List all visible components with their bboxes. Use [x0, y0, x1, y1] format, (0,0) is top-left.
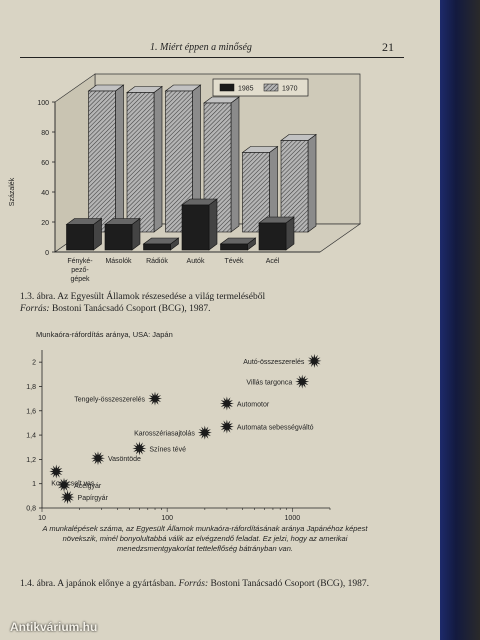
bar-1970-3: [203, 96, 240, 233]
legend-label-1985: 1985: [238, 86, 254, 93]
y-tick-label: 1,6: [26, 408, 36, 415]
y-tick-label: 0,8: [26, 506, 36, 513]
data-point-label: Autó-összeszerelés: [243, 359, 305, 366]
figure-1-caption-number: 1.3. ábra.: [20, 292, 56, 302]
y-tick-label: 100: [37, 100, 49, 107]
x-category-label: Acél: [266, 258, 280, 265]
figure-2-note: A munkalépések száma, az Egyesült Államo…: [42, 524, 368, 553]
y-tick-label: 40: [41, 190, 49, 197]
bar-1985-4: [219, 237, 257, 251]
bar-1970-3-side: [230, 96, 240, 233]
figure-2-caption-text: A japánok előnye a gyártásban.: [57, 579, 177, 589]
x-category-label: gépek: [70, 276, 90, 283]
x-tick-label: 10: [38, 515, 46, 522]
y-tick-label: 1,8: [26, 384, 36, 391]
data-point-burst: [307, 353, 322, 368]
data-point-label: Kovácsolt vas: [51, 481, 95, 488]
data-point-burst: [57, 477, 71, 492]
bar-1985-3-front: [181, 204, 210, 251]
y-axis-label: Százalék: [9, 177, 16, 206]
x-category-label: Autók: [187, 258, 205, 265]
legend: 1985 1970: [212, 78, 309, 97]
data-point-burst: [148, 391, 162, 406]
bar-1970-0-side: [115, 84, 124, 233]
data-point-label: Acélgyár: [74, 483, 102, 490]
scatter-chart-labor-ratio: Munkaóra-ráfordítás aránya, USA: Japán 0,…: [26, 330, 331, 522]
chart-title: Munkaóra-ráfordítás aránya, USA: Japán: [36, 330, 173, 339]
figure-1-caption-text: Az Egyesült Államok részesedése a világ …: [57, 292, 266, 302]
bar-1985-0: [65, 217, 103, 251]
bar-1985-1: [104, 217, 141, 251]
bar-1985-2-front: [143, 243, 171, 251]
figure-2-caption: 1.4. ábra. A japánok előnye a gyártásban…: [20, 578, 369, 590]
y-tick-label: 1,4: [26, 433, 36, 440]
y-tick-label: 1: [32, 481, 36, 488]
legend-label-1970: 1970: [282, 86, 298, 93]
watermark-logo: Antikvárium.hu: [10, 620, 98, 634]
y-tick-label: 20: [41, 220, 49, 227]
legend-swatch-1985: [219, 83, 235, 92]
bar-1985-1-front: [104, 224, 133, 251]
data-point-burst: [197, 425, 212, 440]
page-number: 21: [382, 40, 394, 54]
y-tick-label: 0: [45, 250, 49, 257]
y-tick-label: 80: [41, 130, 49, 137]
book-cover-edge: [440, 0, 480, 640]
bar-1985-5: [258, 216, 295, 251]
data-point-burst: [219, 396, 234, 411]
bar-1985-0-front: [66, 224, 94, 251]
y-tick-label: 2: [32, 360, 36, 367]
x-category-label: Másolók: [105, 258, 132, 265]
data-point-label: Tengely-összeszerelés: [74, 397, 145, 404]
bar-1970-0-front: [88, 90, 116, 233]
running-head-title: 1. Miért éppen a minőség: [150, 42, 252, 53]
y-tick-label: 60: [41, 160, 49, 167]
bar-1970-3-front: [203, 102, 232, 233]
bar-1970-0: [87, 84, 125, 233]
legend-swatch-1970: [263, 83, 279, 92]
data-point-label: Villás targonca: [246, 380, 292, 387]
figure-2-caption-number: 1.4. ábra.: [20, 579, 56, 589]
data-point-burst: [49, 464, 64, 479]
bar-1985-3-side: [208, 198, 218, 251]
data-point-label: Vasöntöde: [108, 456, 141, 463]
x-category-label: Rádiók: [146, 258, 168, 265]
data-point-burst: [219, 419, 234, 434]
bar-1985-2: [142, 237, 180, 251]
bar-1985-5-front: [258, 222, 287, 251]
data-point-label: Papírgyár: [78, 495, 109, 502]
data-point-burst: [295, 374, 310, 389]
data-point-label: Automata sebességváltó: [237, 425, 314, 432]
x-category-label: Tévék: [224, 258, 244, 265]
bar-chart-us-world-share: 0 20 40 60 80 100 Százalék Fényké-pező-gépek Más…: [9, 73, 362, 283]
data-point-label: Automotor: [237, 401, 270, 408]
bar-1985-3: [181, 198, 218, 251]
x-tick-label: 100: [161, 515, 173, 522]
figure-2-source-label: Forrás:: [178, 579, 209, 589]
x-category-label: pező-: [71, 267, 89, 274]
bar-1970-1-front: [126, 92, 155, 233]
data-point-label: Színes tévé: [149, 446, 186, 453]
x-tick-label: 1000: [285, 515, 301, 522]
figure-1-source-label: Forrás:: [20, 304, 50, 314]
data-point-burst: [132, 441, 147, 456]
figure-1-source-text: Bostoni Tanácsadó Csoport (BCG), 1987.: [51, 304, 211, 314]
bar-1970-5-side: [307, 133, 317, 233]
data-point-burst: [60, 490, 75, 505]
bar-1970-1: [126, 85, 163, 233]
bar-1970-1-side: [153, 85, 163, 233]
legend-box: [212, 78, 309, 97]
data-point-burst: [91, 451, 105, 466]
figure-2-source-text: Bostoni Tanácsadó Csoport (BCG), 1987.: [210, 579, 370, 589]
figure-1-caption: 1.3. ábra. Az Egyesült Államok részesedé…: [20, 291, 265, 315]
x-category-label: Fényké-: [67, 258, 93, 265]
y-tick-label: 1,2: [26, 457, 36, 464]
header-rule: [20, 57, 404, 58]
bar-1985-4-front: [220, 243, 248, 251]
data-point-label: Karosszériasajtolás: [134, 431, 195, 438]
